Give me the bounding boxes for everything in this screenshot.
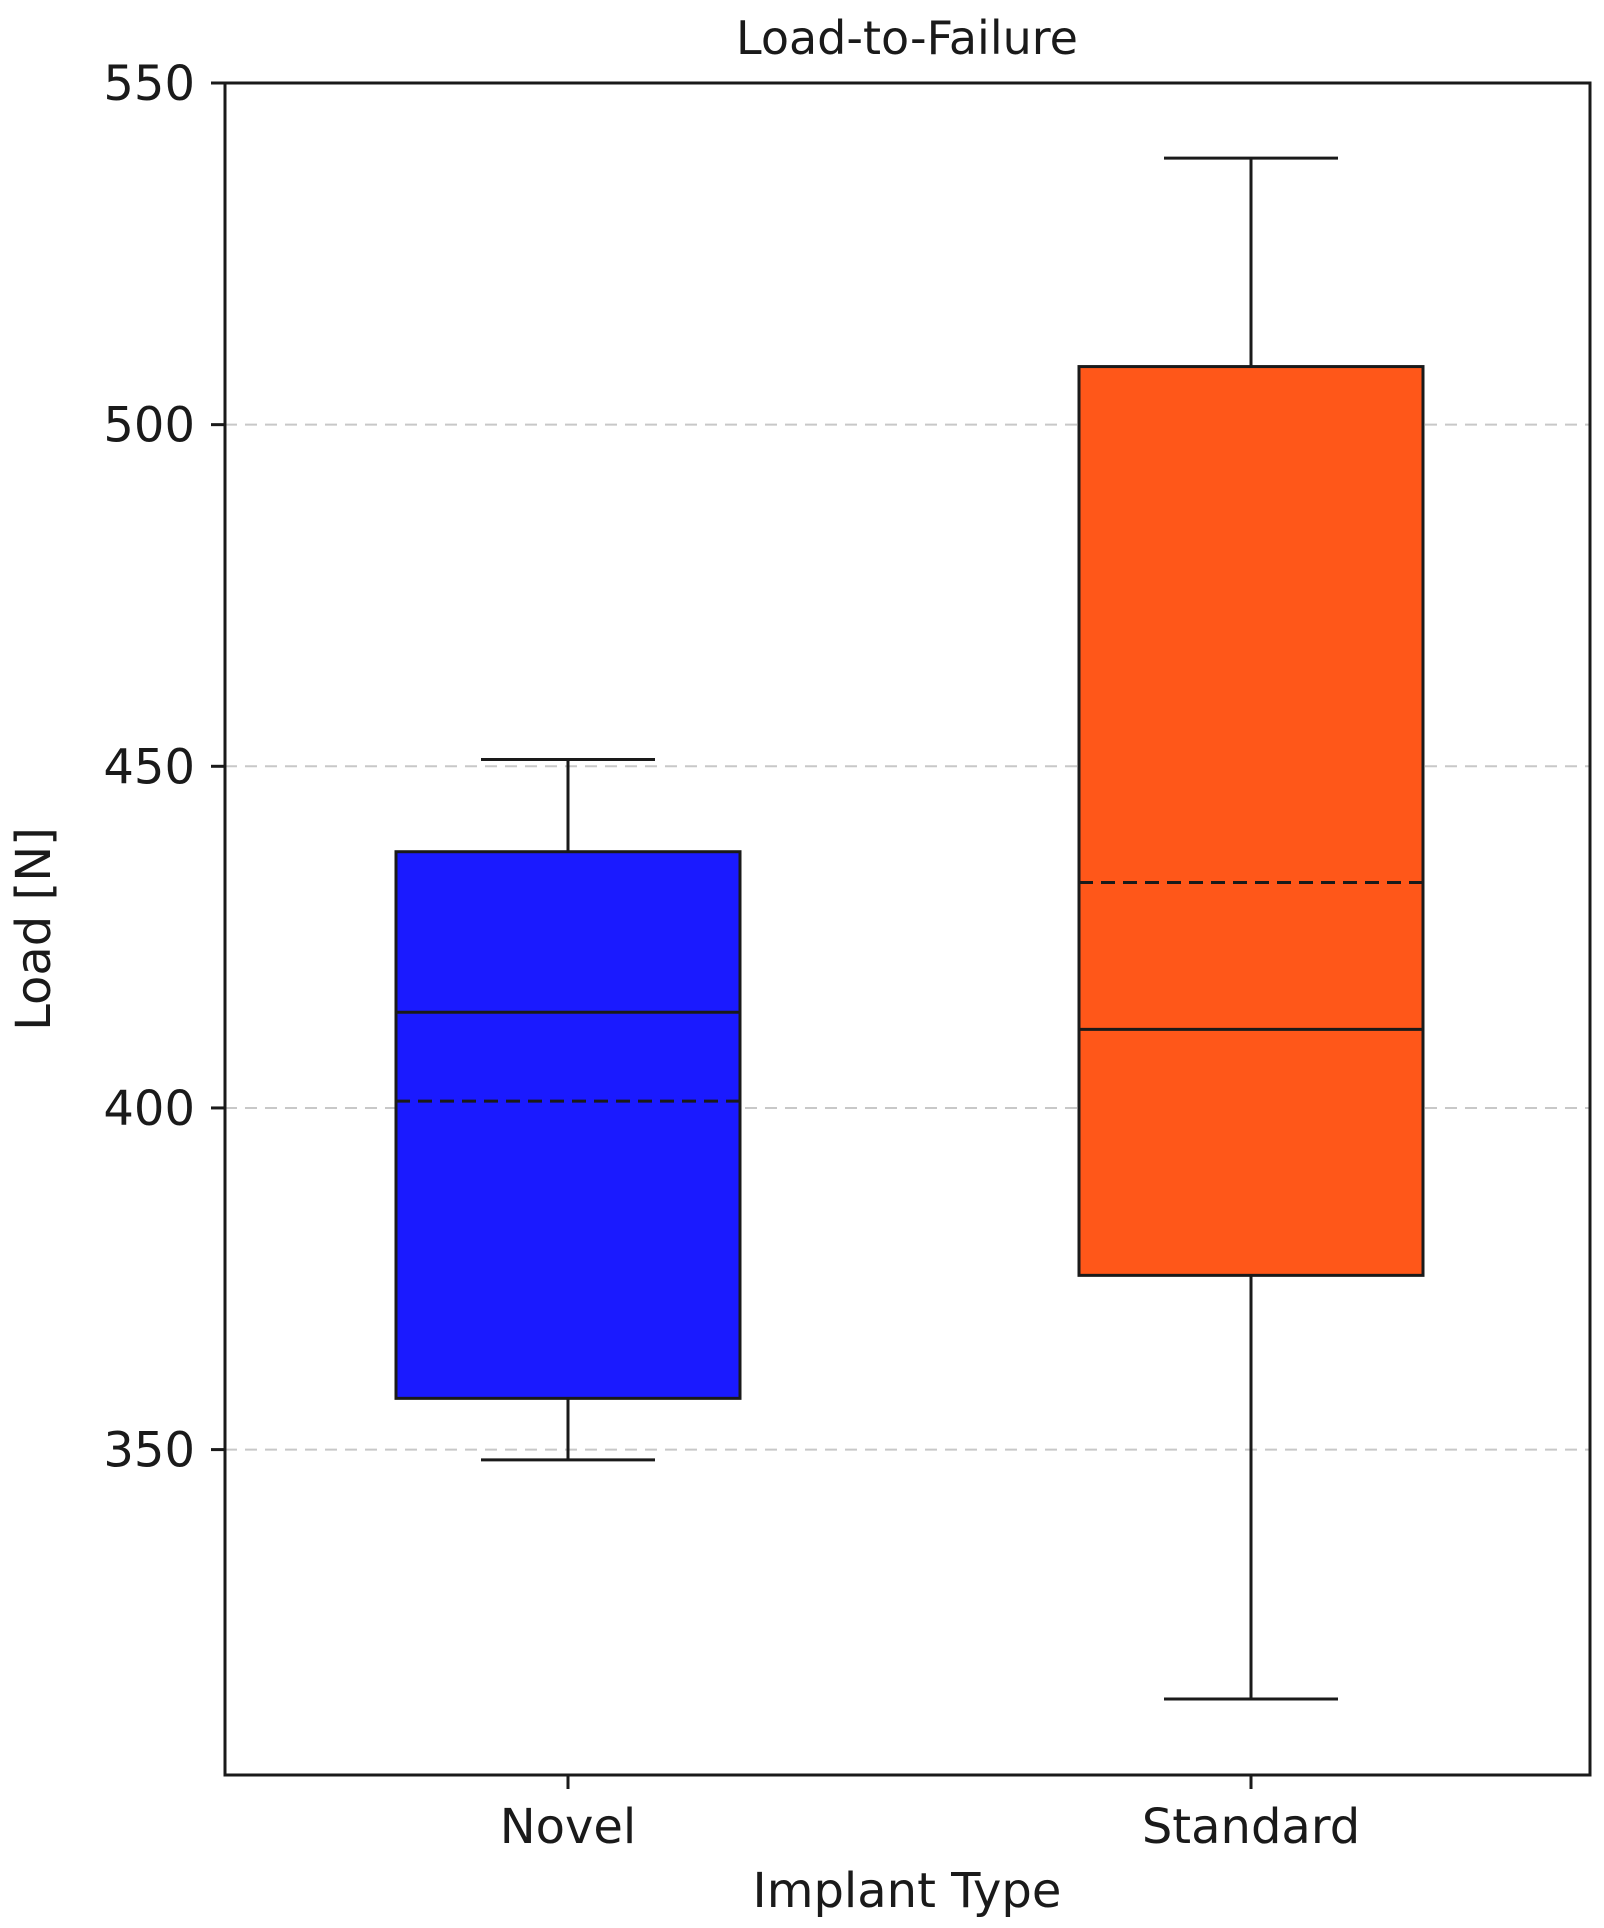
y-tick-label-400: 400 [103,1081,195,1137]
y-tick-label-500: 500 [103,398,195,454]
chart-title: Load-to-Failure [736,11,1078,65]
plot-frame [223,81,1592,1777]
x-tick-label-standard: Standard [1142,1799,1360,1855]
box-novel [394,757,742,1462]
box-standard [1077,156,1425,1701]
y-tick-label-550: 550 [103,56,195,112]
y-axis-ticks: 350 400 450 500 550 [103,56,225,1479]
iqr-box-novel [394,850,742,1400]
y-tick-label-350: 350 [103,1423,195,1479]
x-tick-label-novel: Novel [500,1799,637,1855]
iqr-box-standard [1077,365,1425,1277]
x-axis-title: Implant Type [753,1863,1062,1919]
y-tick-label-450: 450 [103,739,195,795]
box-series [394,156,1425,1701]
x-axis-ticks: Novel Standard [500,1775,1360,1855]
y-axis-title: Load [N] [6,827,62,1031]
